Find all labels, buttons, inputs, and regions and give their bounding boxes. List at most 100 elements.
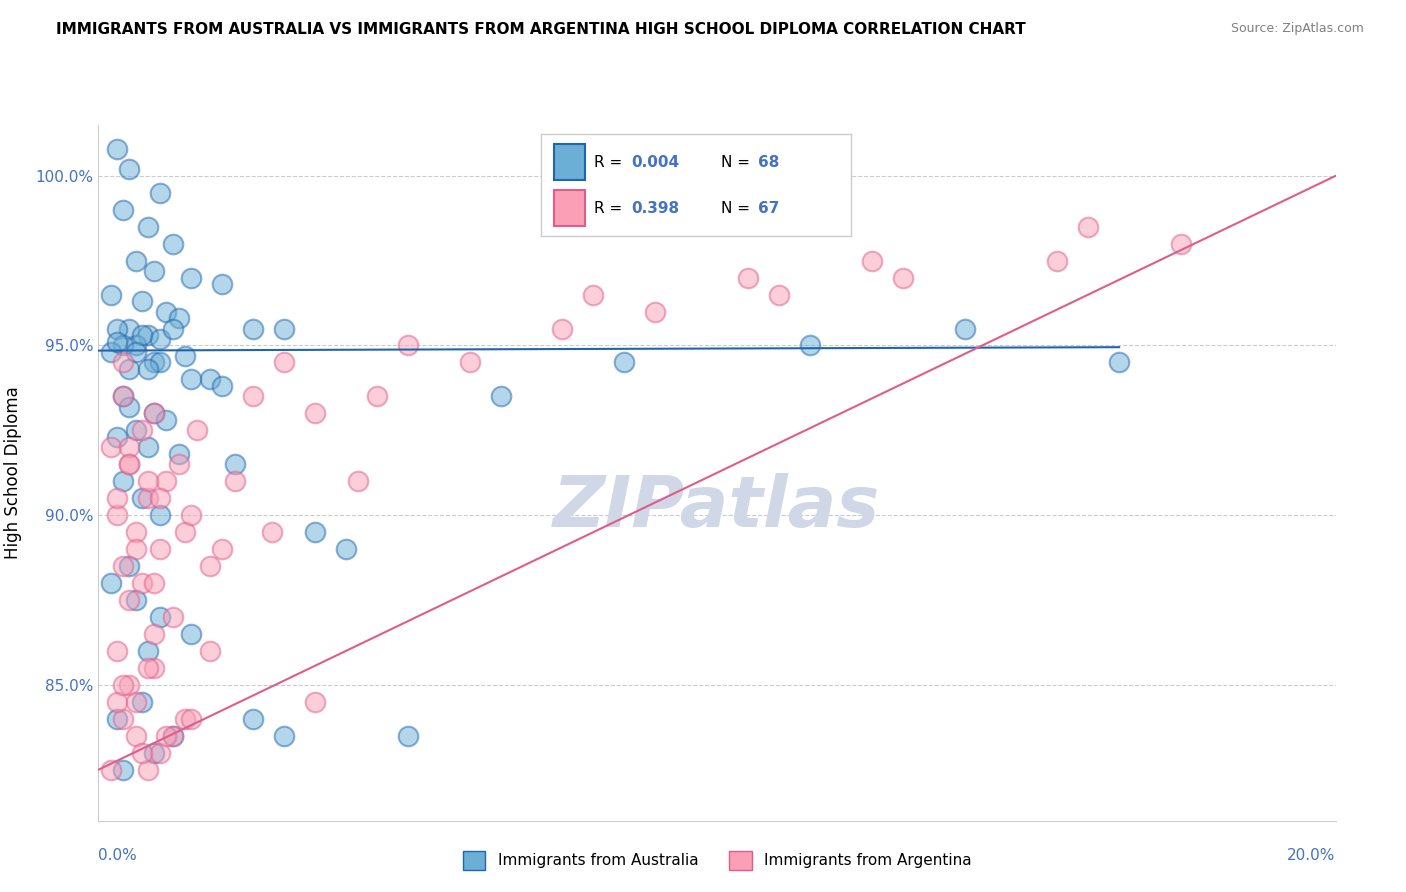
Point [112, 389, 135, 403]
Point [118, 362, 141, 376]
Point [162, 321, 184, 335]
Point [131, 328, 153, 343]
Text: 0.0%: 0.0% [98, 847, 138, 863]
Text: N =: N = [721, 201, 755, 216]
Point [112, 338, 135, 352]
Point [180, 508, 202, 523]
Point [118, 593, 141, 607]
Point [118, 457, 141, 471]
Point [155, 729, 177, 743]
Point [149, 332, 172, 346]
Point [167, 447, 190, 461]
Point [112, 712, 135, 726]
Bar [554, 190, 585, 226]
Point [124, 525, 146, 540]
Point [118, 440, 141, 454]
Text: IMMIGRANTS FROM AUSTRALIA VS IMMIGRANTS FROM ARGENTINA HIGH SCHOOL DIPLOMA CORRE: IMMIGRANTS FROM AUSTRALIA VS IMMIGRANTS … [56, 22, 1026, 37]
Point [304, 695, 326, 709]
Point [273, 355, 295, 369]
Point [149, 508, 172, 523]
Point [162, 236, 184, 251]
Point [118, 161, 141, 176]
Point [768, 287, 790, 301]
Point [304, 525, 326, 540]
Point [131, 491, 153, 506]
Point [118, 559, 141, 574]
Point [273, 729, 295, 743]
Point [112, 678, 135, 692]
Point [136, 440, 159, 454]
Point [124, 542, 146, 557]
Text: ZIPatlas: ZIPatlas [554, 473, 880, 542]
Point [136, 362, 159, 376]
Point [136, 644, 159, 658]
Point [131, 695, 153, 709]
Point [242, 712, 264, 726]
Text: N =: N = [721, 154, 755, 169]
Point [136, 763, 159, 777]
Point [112, 202, 135, 217]
Point [124, 253, 146, 268]
Point [143, 627, 166, 641]
Point [149, 186, 172, 200]
Point [458, 355, 481, 369]
Point [100, 440, 122, 454]
Point [105, 142, 128, 156]
Point [131, 423, 153, 437]
Point [174, 349, 197, 363]
Point [155, 304, 177, 318]
Point [124, 423, 146, 437]
Point [211, 542, 233, 557]
Point [737, 270, 759, 285]
Text: Source: ZipAtlas.com: Source: ZipAtlas.com [1230, 22, 1364, 36]
Point [143, 406, 166, 420]
Text: 68: 68 [758, 154, 779, 169]
Point [198, 644, 221, 658]
Text: 0.004: 0.004 [631, 154, 679, 169]
Point [155, 475, 177, 489]
Point [304, 406, 326, 420]
Point [136, 219, 159, 234]
Text: R =: R = [593, 201, 627, 216]
Point [118, 321, 141, 335]
Point [149, 355, 172, 369]
Point [613, 355, 636, 369]
Point [105, 712, 128, 726]
Point [180, 712, 202, 726]
Point [860, 253, 883, 268]
Point [198, 559, 221, 574]
Point [143, 746, 166, 760]
Point [1170, 236, 1192, 251]
Point [136, 661, 159, 675]
Point [100, 345, 122, 359]
Point [118, 457, 141, 471]
Point [112, 355, 135, 369]
Point [198, 372, 221, 386]
Point [105, 430, 128, 444]
Point [273, 321, 295, 335]
Point [105, 335, 128, 350]
Point [112, 475, 135, 489]
Point [118, 678, 141, 692]
Point [224, 475, 246, 489]
Point [180, 627, 202, 641]
Point [224, 457, 246, 471]
Point [186, 423, 208, 437]
Point [162, 729, 184, 743]
Point [149, 542, 172, 557]
Point [149, 491, 172, 506]
Point [644, 304, 666, 318]
Point [143, 576, 166, 591]
Point [396, 729, 419, 743]
Bar [554, 144, 585, 180]
Point [489, 389, 512, 403]
Point [100, 287, 122, 301]
Point [149, 746, 172, 760]
Y-axis label: High School Diploma: High School Diploma [4, 386, 21, 559]
Point [167, 311, 190, 326]
Point [242, 389, 264, 403]
Point [891, 270, 914, 285]
Point [180, 372, 202, 386]
Text: 67: 67 [758, 201, 779, 216]
Point [260, 525, 283, 540]
